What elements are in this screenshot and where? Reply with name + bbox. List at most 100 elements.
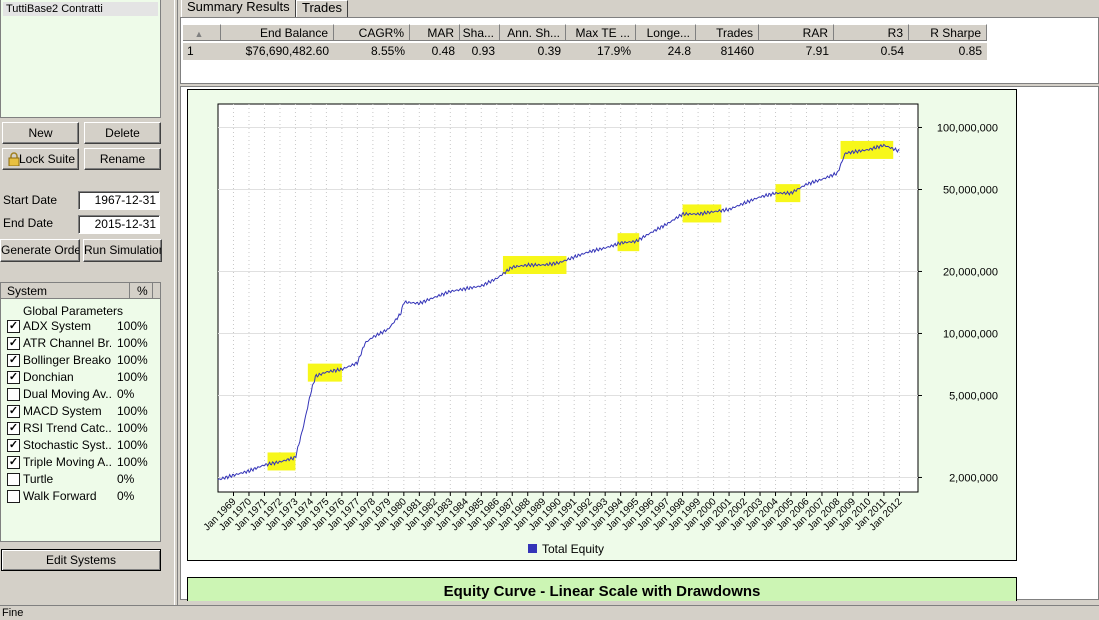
start-date-label: Start Date	[3, 193, 58, 207]
equity-chart: Jan 1969 Jan 1970 Jan 1971 Jan 1972 Jan 1973…	[187, 89, 1017, 561]
table-cell: 0.93	[471, 44, 495, 58]
system-checkbox[interactable]: ✓	[7, 422, 20, 435]
system-checkbox[interactable]: ✓	[7, 371, 20, 384]
system-row[interactable]: ✓ Donchian 100%	[5, 369, 157, 386]
table-cell: 7.91	[805, 44, 829, 58]
system-checkbox[interactable]: ✓	[7, 354, 20, 367]
rename-button[interactable]: Rename	[84, 148, 161, 170]
system-name: Bollinger Breakout	[23, 353, 111, 367]
chart2-title: Equity Curve - Linear Scale with Drawdow…	[187, 577, 1017, 601]
table-cell: $76,690,482.60	[245, 44, 329, 58]
table-row[interactable]: 1 $76,690,482.60 8.55% 0.48 0.93 0.39 17.9% 24.…	[183, 43, 987, 60]
system-row[interactable]: ✓ Stochastic Syst... 100%	[5, 437, 157, 454]
tab-trades[interactable]: Trades	[296, 0, 348, 17]
sort-column-header[interactable]: ▲	[183, 24, 221, 41]
system-name: Donchian	[23, 370, 74, 384]
system-row[interactable]: ✓ Triple Moving A... 100%	[5, 454, 157, 471]
lock-suite-button[interactable]: Lock Suite	[2, 148, 79, 170]
column-header[interactable]: Trades	[696, 24, 759, 41]
tab-summary-results[interactable]: Summary Results	[181, 0, 296, 17]
system-name: ADX System	[23, 319, 92, 333]
lock-suite-label: Lock Suite	[18, 152, 75, 166]
column-header[interactable]: Max TE ...	[566, 24, 636, 41]
system-pct: 0%	[117, 489, 135, 503]
system-row[interactable]: ✓Bollinger Breakout 100%	[5, 352, 157, 369]
system-row[interactable]: ✓ ADX System 100%	[5, 318, 157, 335]
legend-swatch	[528, 544, 537, 553]
column-header[interactable]: R3	[834, 24, 909, 41]
system-pct: 0%	[117, 472, 135, 486]
pct-column-header[interactable]: %	[137, 284, 148, 298]
table-cell: 1	[187, 44, 194, 58]
end-date-label: End Date	[3, 216, 54, 230]
systems-list[interactable]: System % Global Parameters ✓ ADX System 10…	[0, 282, 161, 542]
end-date-field[interactable]: 2015-12-31	[78, 215, 160, 234]
system-row[interactable]: Dual Moving Av... 0%	[5, 386, 157, 403]
system-checkbox[interactable]: ✓	[7, 320, 20, 333]
lock-icon	[8, 152, 20, 167]
system-name: RSI Trend Catc...	[23, 421, 111, 435]
system-name: Walk Forward	[23, 489, 97, 503]
system-pct: 100%	[117, 404, 148, 418]
system-row[interactable]: ✓ MACD System 100%	[5, 403, 157, 420]
system-pct: 100%	[117, 421, 148, 435]
suite-list-item[interactable]: TuttiBase2 Contratti	[3, 2, 158, 16]
system-checkbox[interactable]	[7, 473, 20, 486]
summary-table-header: ▲ End Balance CAGR% MAR Sha... Ann. Sh... Max …	[183, 24, 987, 41]
system-pct: 100%	[117, 438, 148, 452]
edit-systems-button[interactable]: Edit Systems	[1, 549, 161, 571]
system-pct: 100%	[117, 336, 148, 350]
new-button[interactable]: New	[2, 122, 79, 144]
system-checkbox[interactable]: ✓	[7, 337, 20, 350]
table-cell: 81460	[720, 44, 754, 58]
table-cell: 8.55%	[370, 44, 405, 58]
system-row[interactable]: Turtle 0%	[5, 471, 157, 488]
column-header[interactable]: CAGR%	[334, 24, 410, 41]
generate-orders-button[interactable]: Generate Orders	[0, 239, 80, 262]
system-checkbox[interactable]: ✓	[7, 439, 20, 452]
systems-list-header: System %	[1, 283, 160, 299]
run-simulation-button[interactable]: Run Simulation	[83, 239, 162, 262]
delete-button[interactable]: Delete	[84, 122, 161, 144]
system-name: Turtle	[23, 472, 54, 486]
chart-scroll-area[interactable]: Jan 1969 Jan 1970 Jan 1971 Jan 1972 Jan 1973…	[180, 86, 1099, 601]
table-cell: 0.85	[958, 44, 982, 58]
suite-list[interactable]: TuttiBase2 Contratti	[0, 0, 161, 118]
column-header[interactable]: Ann. Sh...	[500, 24, 566, 41]
system-checkbox[interactable]: ✓	[7, 456, 20, 469]
table-cell: 0.54	[880, 44, 904, 58]
system-checkbox[interactable]: ✓	[7, 405, 20, 418]
series-line-total-equity	[217, 143, 900, 481]
y-tick-label: 2,000,000	[949, 472, 998, 484]
system-row[interactable]: ✓ RSI Trend Catc... 100%	[5, 420, 157, 437]
column-header[interactable]: MAR	[410, 24, 460, 41]
column-header[interactable]: End Balance	[221, 24, 334, 41]
table-cell: 0.39	[537, 44, 561, 58]
column-header[interactable]: Longe...	[636, 24, 696, 41]
status-bar: Fine	[0, 605, 1099, 620]
system-name: Dual Moving Av...	[23, 387, 111, 401]
system-name: ATR Channel Br...	[23, 336, 111, 350]
y-tick-label: 10,000,000	[943, 328, 998, 340]
panel-splitter[interactable]	[174, 0, 178, 605]
start-date-field[interactable]: 1967-12-31	[78, 191, 160, 210]
system-name: Stochastic Syst...	[23, 438, 111, 452]
system-pct: 0%	[117, 387, 135, 401]
system-pct: 100%	[117, 319, 148, 333]
y-tick-label: 5,000,000	[949, 390, 998, 402]
system-row[interactable]: Walk Forward 0%	[5, 488, 157, 505]
column-header[interactable]: Sha...	[460, 24, 500, 41]
system-pct: 100%	[117, 370, 148, 384]
global-parameters-item[interactable]: Global Parameters	[23, 304, 124, 318]
column-header[interactable]: R Sharpe	[909, 24, 987, 41]
table-cell: 24.8	[667, 44, 691, 58]
system-checkbox[interactable]	[7, 490, 20, 503]
sort-arrow-icon: ▲	[194, 29, 204, 39]
system-row[interactable]: ✓ ATR Channel Br... 100%	[5, 335, 157, 352]
y-tick-label: 20,000,000	[943, 266, 998, 278]
column-header[interactable]: RAR	[759, 24, 834, 41]
status-text: Fine	[2, 607, 24, 619]
system-column-header[interactable]: System	[7, 284, 48, 298]
system-checkbox[interactable]	[7, 388, 20, 401]
y-tick-label: 50,000,000	[943, 184, 998, 196]
